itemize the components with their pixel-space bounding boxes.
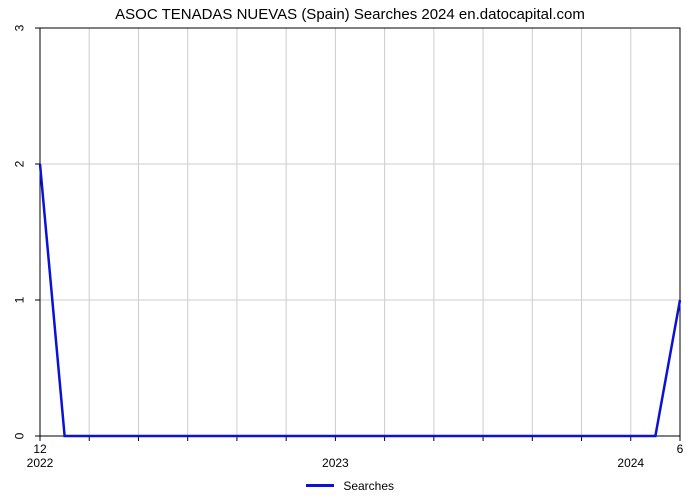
y-tick-label: 0 (12, 433, 26, 440)
x-tick-label: 6 (660, 442, 700, 456)
chart-plot (0, 0, 700, 476)
legend-label: Searches (343, 479, 394, 493)
x-tick-label: 2024 (611, 456, 651, 470)
x-tick-label: 2023 (315, 456, 355, 470)
x-tick-label: 12 (20, 442, 60, 456)
y-tick-label: 2 (12, 161, 26, 168)
chart-container: ASOC TENADAS NUEVAS (Spain) Searches 202… (0, 0, 700, 500)
x-tick-label: 2022 (20, 456, 60, 470)
chart-legend: Searches (0, 478, 700, 493)
y-tick-label: 1 (12, 297, 26, 304)
y-tick-label: 3 (12, 25, 26, 32)
legend-swatch (306, 484, 334, 487)
